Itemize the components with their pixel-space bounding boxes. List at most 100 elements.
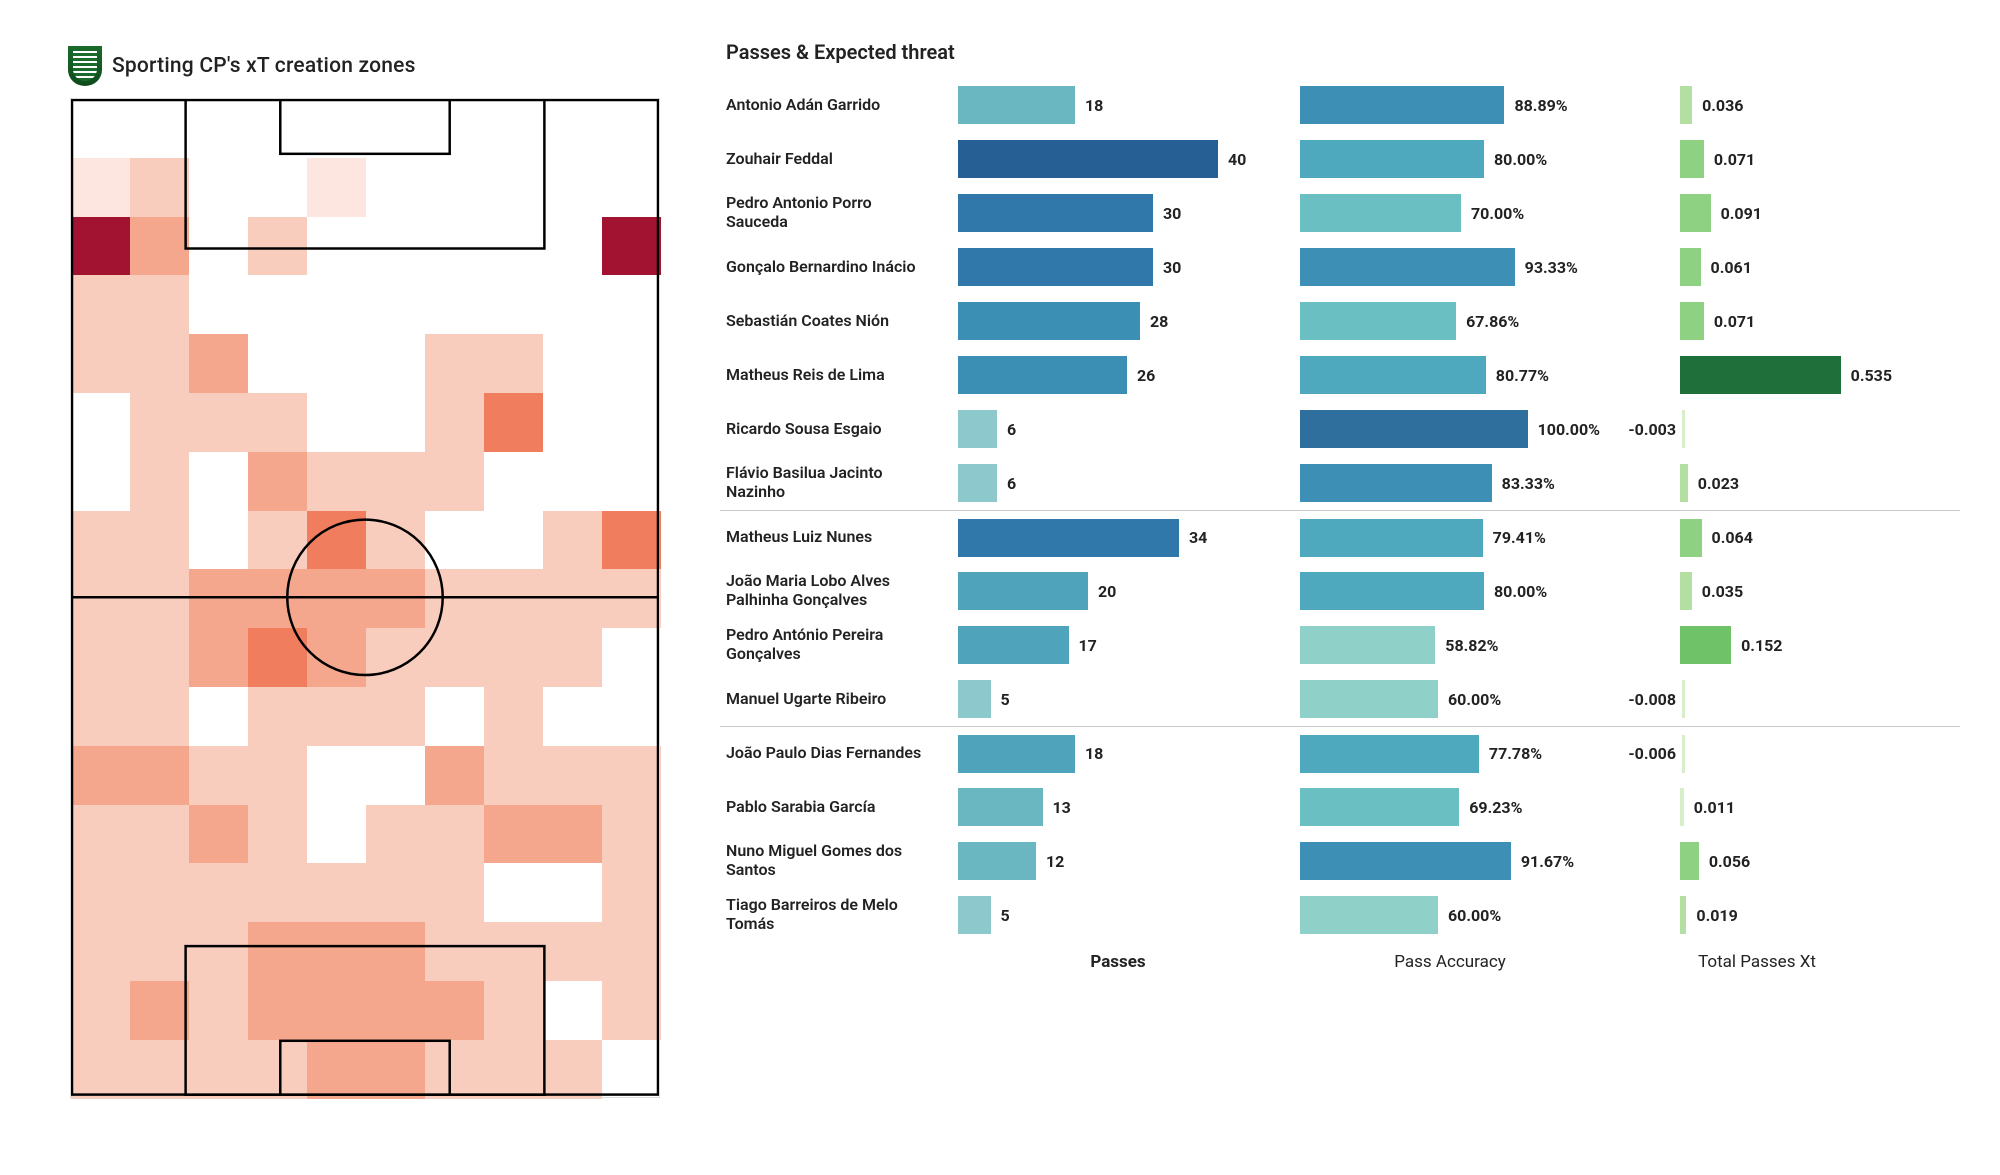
xt-value: 0.019: [1696, 906, 1737, 925]
player-row: Pedro António Pereira Gonçalves 17 58.82% 0…: [720, 618, 1960, 672]
accuracy-value: 100.00%: [1538, 420, 1600, 439]
player-name: João Paulo Dias Fernandes: [726, 744, 936, 763]
passes-value: 13: [1053, 798, 1071, 817]
passes-value: 17: [1079, 636, 1097, 655]
accuracy-value: 60.00%: [1448, 690, 1501, 709]
passes-bar: 18: [958, 84, 1278, 126]
xt-value: 0.535: [1851, 366, 1892, 385]
accuracy-value: 80.00%: [1494, 582, 1547, 601]
player-row: Antonio Adán Garrido1888.89%0.036: [720, 78, 1960, 132]
accuracy-value: 79.41%: [1493, 528, 1546, 547]
player-row: Flávio Basilua Jacinto Nazinho683.33%0.0…: [720, 456, 1960, 510]
accuracy-value: 69.23%: [1469, 798, 1522, 817]
xt-value: 0.011: [1694, 798, 1735, 817]
xt-value: 0.071: [1714, 150, 1755, 169]
accuracy-value: 91.67%: [1521, 852, 1574, 871]
player-row: João Paulo Dias Fernandes1877.78%-0.006: [720, 726, 1960, 780]
accuracy-bar: 79.41%: [1300, 517, 1600, 559]
accuracy-value: 88.89%: [1514, 96, 1567, 115]
passes-value: 6: [1007, 474, 1016, 493]
accuracy-value: 60.00%: [1448, 906, 1501, 925]
accuracy-bar: 58.82%: [1300, 624, 1600, 666]
passes-bar: 34: [958, 517, 1278, 559]
xt-bar: 0.061: [1622, 246, 1892, 288]
player-row: Pedro Antonio Porro Sauceda 30 70.00% 0.091: [720, 186, 1960, 240]
xt-value: 0.035: [1702, 582, 1743, 601]
passes-value: 30: [1163, 204, 1181, 223]
player-name: Matheus Luiz Nunes: [726, 528, 936, 547]
xt-bar: -0.008: [1622, 678, 1892, 720]
accuracy-bar: 80.00%: [1300, 570, 1600, 612]
heatmap-title: Sporting CP's xT creation zones: [112, 54, 416, 78]
player-name: Pedro Antonio Porro Sauceda: [726, 194, 936, 232]
stats-panel: Passes & Expected threat Antonio Adán Ga…: [680, 40, 1960, 1135]
xt-bar: 0.091: [1622, 192, 1892, 234]
xt-bar: 0.071: [1622, 300, 1892, 342]
chart-title: Passes & Expected threat: [726, 40, 1960, 64]
accuracy-value: 70.00%: [1471, 204, 1524, 223]
passes-value: 40: [1228, 150, 1246, 169]
passes-bar: 6: [958, 408, 1278, 450]
xt-bar: 0.056: [1622, 840, 1892, 882]
player-name: Manuel Ugarte Ribeiro: [726, 690, 936, 709]
xt-bar: 0.036: [1622, 84, 1892, 126]
passes-value: 12: [1046, 852, 1064, 871]
passes-bar: 5: [958, 894, 1278, 936]
xt-value: 0.061: [1711, 258, 1752, 277]
player-row: Zouhair Feddal4080.00%0.071: [720, 132, 1960, 186]
accuracy-bar: 100.00%: [1300, 408, 1600, 450]
player-name: Nuno Miguel Gomes dos Santos: [726, 842, 936, 880]
passes-bar: 28: [958, 300, 1278, 342]
column-footer: Passes Pass Accuracy Total Passes Xt: [720, 942, 1960, 972]
accuracy-value: 83.33%: [1502, 474, 1555, 493]
passes-value: 34: [1189, 528, 1207, 547]
xt-bar: -0.003: [1622, 408, 1892, 450]
player-row: João Maria Lobo Alves Palhinha Gonçalves…: [720, 564, 1960, 618]
accuracy-bar: 60.00%: [1300, 678, 1600, 720]
col-accuracy: Pass Accuracy: [1300, 952, 1600, 972]
player-row: Manuel Ugarte Ribeiro 5 60.00% -0.008: [720, 672, 1960, 726]
accuracy-bar: 93.33%: [1300, 246, 1600, 288]
xt-bar: 0.535: [1622, 354, 1892, 396]
passes-value: 6: [1007, 420, 1016, 439]
accuracy-bar: 80.77%: [1300, 354, 1600, 396]
pitch-heatmap: [70, 98, 660, 1098]
heatmap-header: Sporting CP's xT creation zones: [68, 46, 680, 86]
xt-value: 0.152: [1741, 636, 1782, 655]
player-name: Pedro António Pereira Gonçalves: [726, 626, 936, 664]
xt-bar: 0.011: [1622, 786, 1892, 828]
xt-bar: 0.035: [1622, 570, 1892, 612]
passes-value: 5: [1001, 906, 1010, 925]
xt-value: 0.056: [1709, 852, 1750, 871]
player-name: Pablo Sarabia García: [726, 798, 936, 817]
xt-value: 0.036: [1702, 96, 1743, 115]
accuracy-value: 80.77%: [1496, 366, 1549, 385]
passes-value: 30: [1163, 258, 1181, 277]
accuracy-value: 67.86%: [1466, 312, 1519, 331]
pitch-lines-icon: [71, 99, 659, 1096]
player-row: Matheus Reis de Lima2680.77%0.535: [720, 348, 1960, 402]
xt-value: -0.008: [1622, 690, 1676, 709]
player-name: João Maria Lobo Alves Palhinha Gonçalves: [726, 572, 936, 610]
passes-value: 20: [1098, 582, 1116, 601]
passes-value: 28: [1150, 312, 1168, 331]
accuracy-bar: 80.00%: [1300, 138, 1600, 180]
player-row: Pablo Sarabia García 13 69.23% 0.011: [720, 780, 1960, 834]
player-rows: Antonio Adán Garrido1888.89%0.036Zouhair…: [720, 78, 1960, 942]
passes-bar: 5: [958, 678, 1278, 720]
accuracy-value: 58.82%: [1445, 636, 1498, 655]
col-xt: Total Passes Xt: [1622, 952, 1892, 972]
xt-bar: 0.071: [1622, 138, 1892, 180]
xt-bar: 0.064: [1622, 517, 1892, 559]
passes-value: 26: [1137, 366, 1155, 385]
col-passes: Passes: [958, 952, 1278, 972]
accuracy-value: 77.78%: [1489, 744, 1542, 763]
passes-bar: 40: [958, 138, 1278, 180]
passes-bar: 17: [958, 624, 1278, 666]
player-row: Gonçalo Bernardino Inácio3093.33%0.061: [720, 240, 1960, 294]
passes-bar: 6: [958, 462, 1278, 504]
player-row: Tiago Barreiros de Melo Tomás560.00%0.01…: [720, 888, 1960, 942]
passes-bar: 30: [958, 192, 1278, 234]
passes-value: 18: [1085, 744, 1103, 763]
player-name: Flávio Basilua Jacinto Nazinho: [726, 464, 936, 502]
